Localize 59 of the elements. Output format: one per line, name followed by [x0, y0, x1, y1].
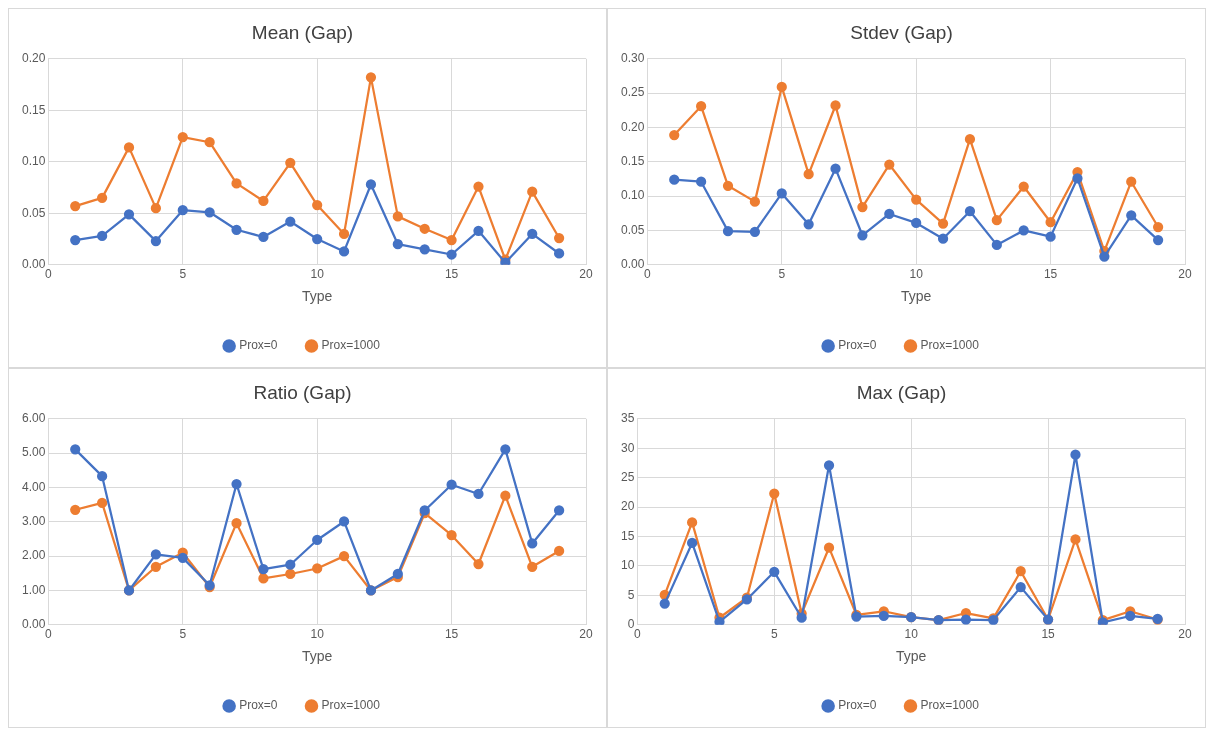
y-tick-label: 0.15	[621, 154, 645, 169]
legend-label: Prox=1000	[920, 338, 980, 353]
x-tick-label: 5	[778, 267, 786, 282]
y-tick-label: 0.30	[621, 51, 645, 66]
y-tick-label: 0.00	[621, 257, 645, 272]
x-tick-label: 15	[1041, 627, 1056, 642]
y-tick-label: 10	[620, 558, 635, 573]
x-tick-label: 20	[1178, 627, 1192, 642]
x-tick-label: 10	[310, 627, 325, 642]
y-tick-label: 0.25	[621, 85, 645, 100]
y-tick-label: 5.00	[22, 445, 46, 460]
y-tick-label: 0.10	[22, 154, 46, 169]
x-tick-label: 20	[579, 267, 593, 282]
x-tick-label: 20	[579, 627, 593, 642]
y-tick-label: 0.10	[621, 188, 645, 203]
x-axis-title: Type	[901, 288, 932, 305]
x-axis-title: Type	[895, 648, 927, 665]
y-tick-label: 25	[620, 469, 635, 484]
x-tick-label: 20	[1178, 267, 1192, 282]
legend-label: Prox=0	[239, 338, 278, 353]
x-tick-label: 5	[179, 267, 187, 282]
y-tick-label: 0.05	[22, 205, 46, 220]
legend-label: Prox=0	[838, 338, 877, 353]
chart-title: Stdev (Gap)	[850, 21, 953, 43]
x-tick-label: 15	[444, 627, 459, 642]
y-tick-label: 0	[627, 617, 635, 632]
y-tick-label: 0.20	[22, 51, 46, 66]
y-tick-label: 15	[620, 528, 635, 543]
chart-title: Ratio (Gap)	[253, 381, 352, 403]
x-tick-label: 5	[770, 627, 778, 642]
y-tick-label: 35	[620, 411, 635, 426]
y-tick-label: 6.00	[22, 411, 46, 426]
y-tick-label: 5	[627, 587, 635, 602]
chart-title: Mean (Gap)	[251, 21, 354, 43]
x-axis-title: Type	[302, 648, 333, 665]
y-tick-label: 0.00	[22, 617, 46, 632]
x-tick-label: 15	[444, 267, 459, 282]
y-tick-label: 0.15	[22, 102, 46, 117]
legend-label: Prox=0	[239, 698, 278, 713]
x-tick-label: 10	[909, 267, 924, 282]
x-tick-label: 10	[310, 267, 325, 282]
y-tick-label: 0.20	[621, 119, 645, 134]
x-tick-label: 15	[1043, 267, 1058, 282]
chart-title: Max (Gap)	[856, 381, 947, 403]
legend-label: Prox=0	[838, 698, 877, 713]
y-tick-label: 1.00	[22, 582, 46, 597]
y-tick-label: 0.00	[22, 257, 46, 272]
x-tick-label: 10	[904, 627, 919, 642]
y-tick-label: 2.00	[22, 548, 46, 563]
legend-label: Prox=1000	[321, 698, 381, 713]
y-tick-label: 4.00	[22, 479, 46, 494]
x-axis-title: Type	[302, 288, 333, 305]
y-tick-label: 3.00	[22, 514, 46, 529]
legend-label: Prox=1000	[321, 338, 381, 353]
y-tick-label: 30	[620, 440, 635, 455]
y-tick-label: 20	[620, 499, 635, 514]
x-tick-label: 5	[179, 627, 187, 642]
legend-label: Prox=1000	[920, 698, 980, 713]
y-tick-label: 0.05	[621, 222, 645, 237]
